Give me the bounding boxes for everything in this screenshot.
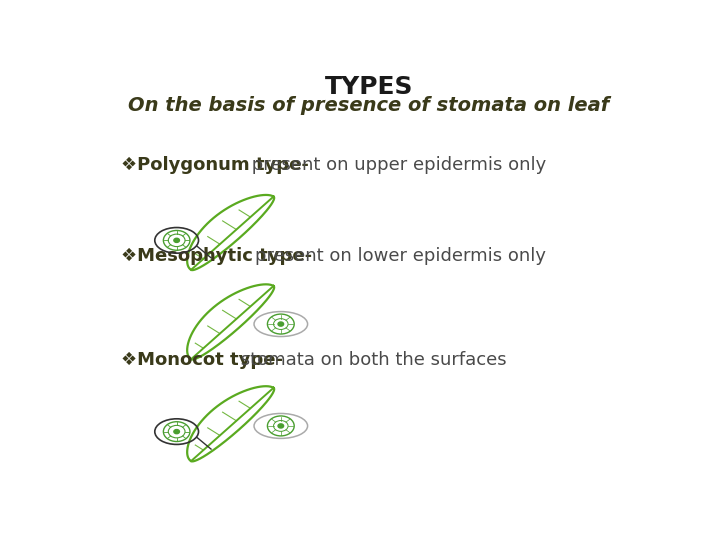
- Text: TYPES: TYPES: [325, 75, 413, 99]
- Text: ❖Polygonum type-: ❖Polygonum type-: [121, 156, 309, 173]
- Text: On the basis of presence of stomata on leaf: On the basis of presence of stomata on l…: [128, 96, 610, 115]
- Polygon shape: [187, 386, 274, 461]
- Circle shape: [174, 238, 179, 242]
- Polygon shape: [187, 195, 274, 270]
- Text: present on upper epidermis only: present on upper epidermis only: [246, 156, 546, 173]
- Circle shape: [174, 429, 179, 434]
- Text: stomata on both the surfaces: stomata on both the surfaces: [235, 351, 507, 369]
- Polygon shape: [187, 285, 274, 360]
- Circle shape: [278, 424, 284, 428]
- Text: present on lower epidermis only: present on lower epidermis only: [255, 247, 546, 265]
- Circle shape: [278, 322, 284, 326]
- Text: ❖Mesophytic type-: ❖Mesophytic type-: [121, 247, 312, 265]
- Text: ❖Monocot type-: ❖Monocot type-: [121, 351, 283, 369]
